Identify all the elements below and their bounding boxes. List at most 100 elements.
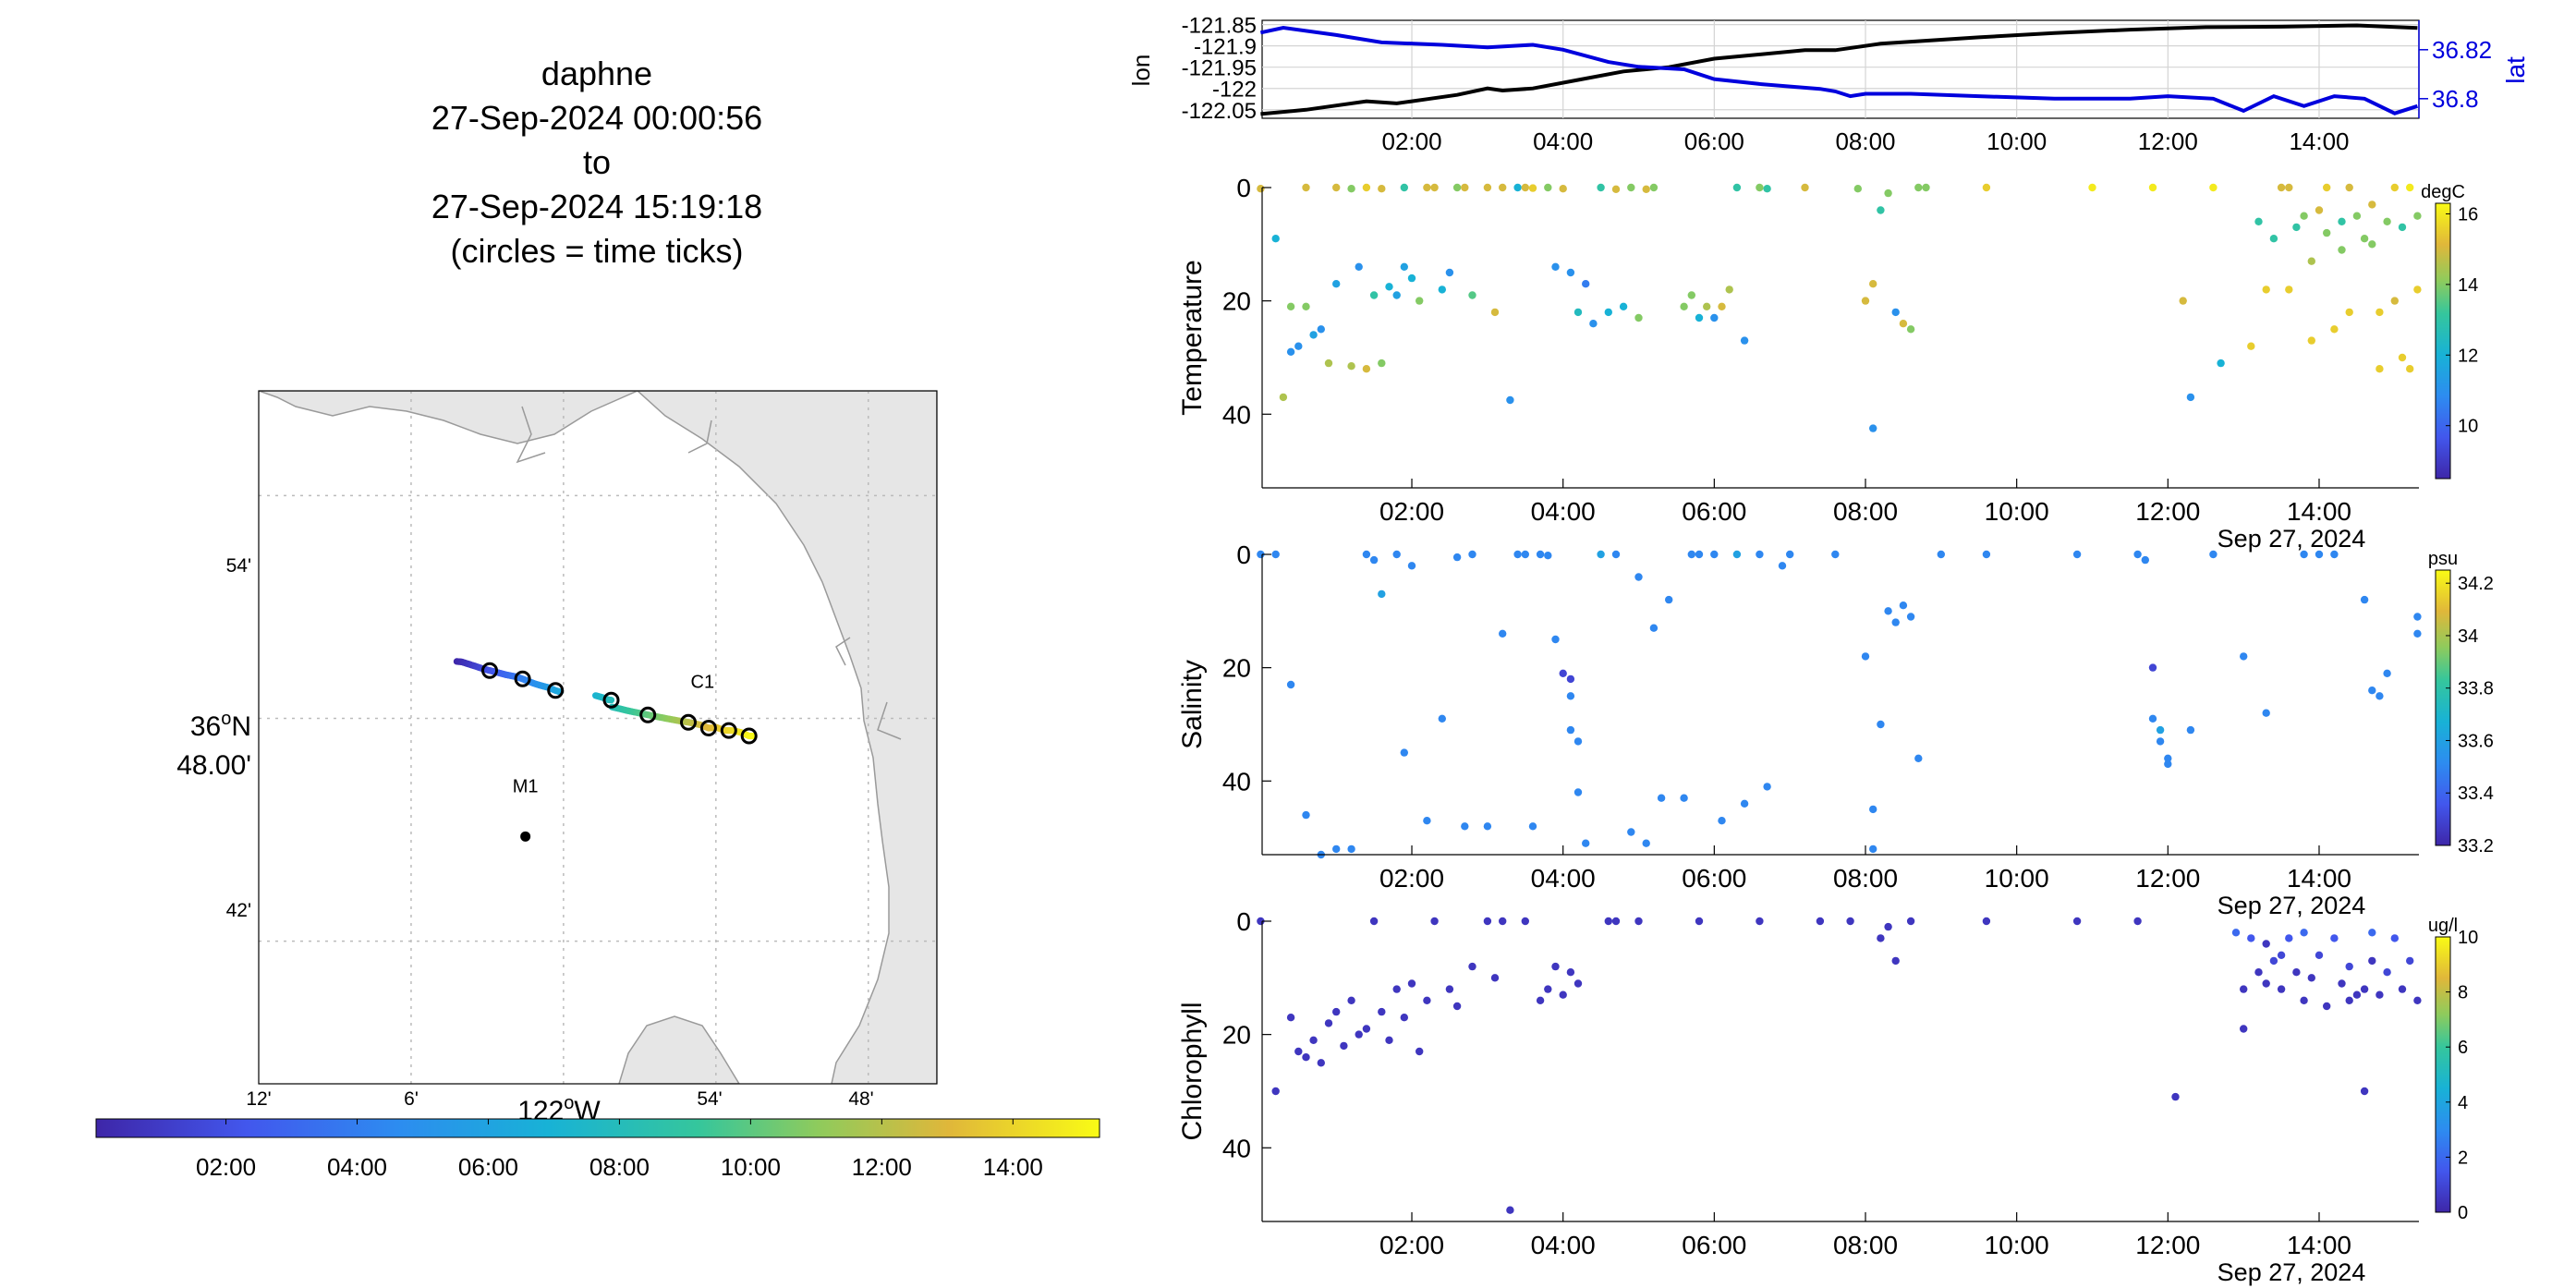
time-colorbar-tick-label: 12:00 xyxy=(852,1153,912,1181)
panel-y-label: Temperature xyxy=(1177,260,1208,415)
data-point xyxy=(2247,934,2255,942)
header-title: daphne 27-Sep-2024 00:00:56 to 27-Sep-20… xyxy=(431,55,762,270)
data-point xyxy=(2330,550,2339,559)
time-tick-label: 02:00 xyxy=(1379,1231,1444,1259)
data-point xyxy=(1740,799,1749,808)
time-colorbar-tick-label: 08:00 xyxy=(589,1153,650,1181)
data-point xyxy=(2352,212,2362,220)
lon-tick-label: -121.95 xyxy=(1182,56,1257,81)
lonlat-time-tick: 14:00 xyxy=(2289,128,2349,155)
data-point xyxy=(2240,652,2248,661)
data-point xyxy=(1869,280,1877,288)
data-point xyxy=(1551,262,1560,271)
map-lat-label-min: 48.00' xyxy=(176,750,251,781)
salinity-panel: 0 20 40 02:00 04:00 06:00 08:00 10:00 12:00 14:00… xyxy=(1177,541,2494,919)
data-point xyxy=(2240,1025,2248,1033)
colorbar-tick-label: 10 xyxy=(2458,928,2478,948)
data-point xyxy=(1490,308,1500,317)
data-point xyxy=(1763,783,1771,791)
data-point xyxy=(1536,996,1545,1005)
data-point xyxy=(1355,262,1363,271)
map-lat-label-deg: 36 xyxy=(190,711,221,742)
data-point xyxy=(1317,1059,1326,1067)
depth-tick-label: 0 xyxy=(1236,174,1251,202)
data-point xyxy=(1680,302,1688,310)
time-tick-label: 14:00 xyxy=(2287,497,2351,526)
panel-colorbar xyxy=(2435,936,2451,1213)
time-tick-label: 04:00 xyxy=(1531,864,1596,893)
data-point xyxy=(2376,692,2384,700)
data-point xyxy=(1392,550,1401,559)
data-point xyxy=(1725,286,1733,294)
data-point xyxy=(1536,550,1545,559)
data-point xyxy=(1627,183,1635,192)
data-point xyxy=(1468,962,1476,971)
data-point xyxy=(1445,985,1454,993)
time-tick-label: 10:00 xyxy=(1985,1231,2049,1259)
data-point xyxy=(2360,985,2369,993)
data-point xyxy=(1891,618,1900,626)
time-tick-circle xyxy=(547,682,565,699)
data-point xyxy=(1407,273,1416,283)
data-point xyxy=(1506,1206,1514,1214)
data-point xyxy=(1400,748,1409,757)
time-tick-label: 02:00 xyxy=(1379,864,1444,893)
data-point xyxy=(2352,990,2362,999)
data-point xyxy=(1869,424,1877,432)
data-point xyxy=(1271,235,1280,243)
data-point xyxy=(1566,692,1575,700)
data-point xyxy=(2323,1002,2331,1011)
time-tick-label: 08:00 xyxy=(1833,1231,1898,1259)
data-point xyxy=(1490,974,1500,982)
data-point xyxy=(1385,283,1393,291)
data-point xyxy=(1906,613,1915,621)
data-point xyxy=(2368,240,2376,249)
time-tick-circle xyxy=(514,670,531,687)
map-lat-tick: 54' xyxy=(226,555,251,577)
data-point xyxy=(1710,313,1719,322)
data-point xyxy=(1286,1014,1295,1022)
time-tick-label: 04:00 xyxy=(1531,497,1596,526)
data-point xyxy=(1649,183,1659,192)
header-line: (circles = time ticks) xyxy=(450,232,743,270)
data-point xyxy=(1332,844,1341,854)
map-land-north xyxy=(259,391,638,444)
time-colorbar-ticks: 02:00 04:00 06:00 08:00 10:00 12:00 14:00 xyxy=(196,1119,1043,1181)
data-point xyxy=(1302,1053,1310,1062)
data-point xyxy=(2345,183,2353,192)
lonlat-time-tick: 06:00 xyxy=(1684,128,1744,155)
lonlat-time-tick: 02:00 xyxy=(1381,128,1441,155)
lonlat-time-tick: 04:00 xyxy=(1533,128,1593,155)
data-point xyxy=(2398,223,2407,232)
data-point xyxy=(1332,1007,1341,1016)
data-point xyxy=(1468,291,1476,299)
data-point xyxy=(1378,185,1386,193)
data-point xyxy=(1294,342,1303,350)
data-point xyxy=(1271,1087,1280,1096)
data-point xyxy=(1302,302,1310,310)
depth-tick-label: 0 xyxy=(1236,541,1251,569)
colorbar-tick-label: 33.6 xyxy=(2458,731,2494,751)
time-tick-label: 06:00 xyxy=(1682,497,1746,526)
time-tick-circle xyxy=(481,662,498,679)
data-point xyxy=(1499,917,1507,926)
data-point xyxy=(1528,822,1537,831)
panel-colorbar xyxy=(2435,569,2451,846)
data-point xyxy=(1657,794,1666,802)
data-point xyxy=(2277,985,2286,993)
data-point xyxy=(1559,185,1567,193)
data-point xyxy=(1528,184,1537,192)
data-point xyxy=(2300,996,2308,1005)
header-line: 27-Sep-2024 15:19:18 xyxy=(431,188,762,225)
lat-axis-label: lat xyxy=(2501,56,2530,84)
data-point xyxy=(2338,979,2346,988)
data-point xyxy=(1369,555,1379,565)
data-point xyxy=(2307,974,2315,982)
colorbar-tick-label: 33.8 xyxy=(2458,679,2494,699)
data-point xyxy=(1347,185,1355,193)
time-tick-label: 14:00 xyxy=(2287,864,2351,893)
data-point xyxy=(1566,968,1575,977)
data-point xyxy=(1891,956,1900,966)
